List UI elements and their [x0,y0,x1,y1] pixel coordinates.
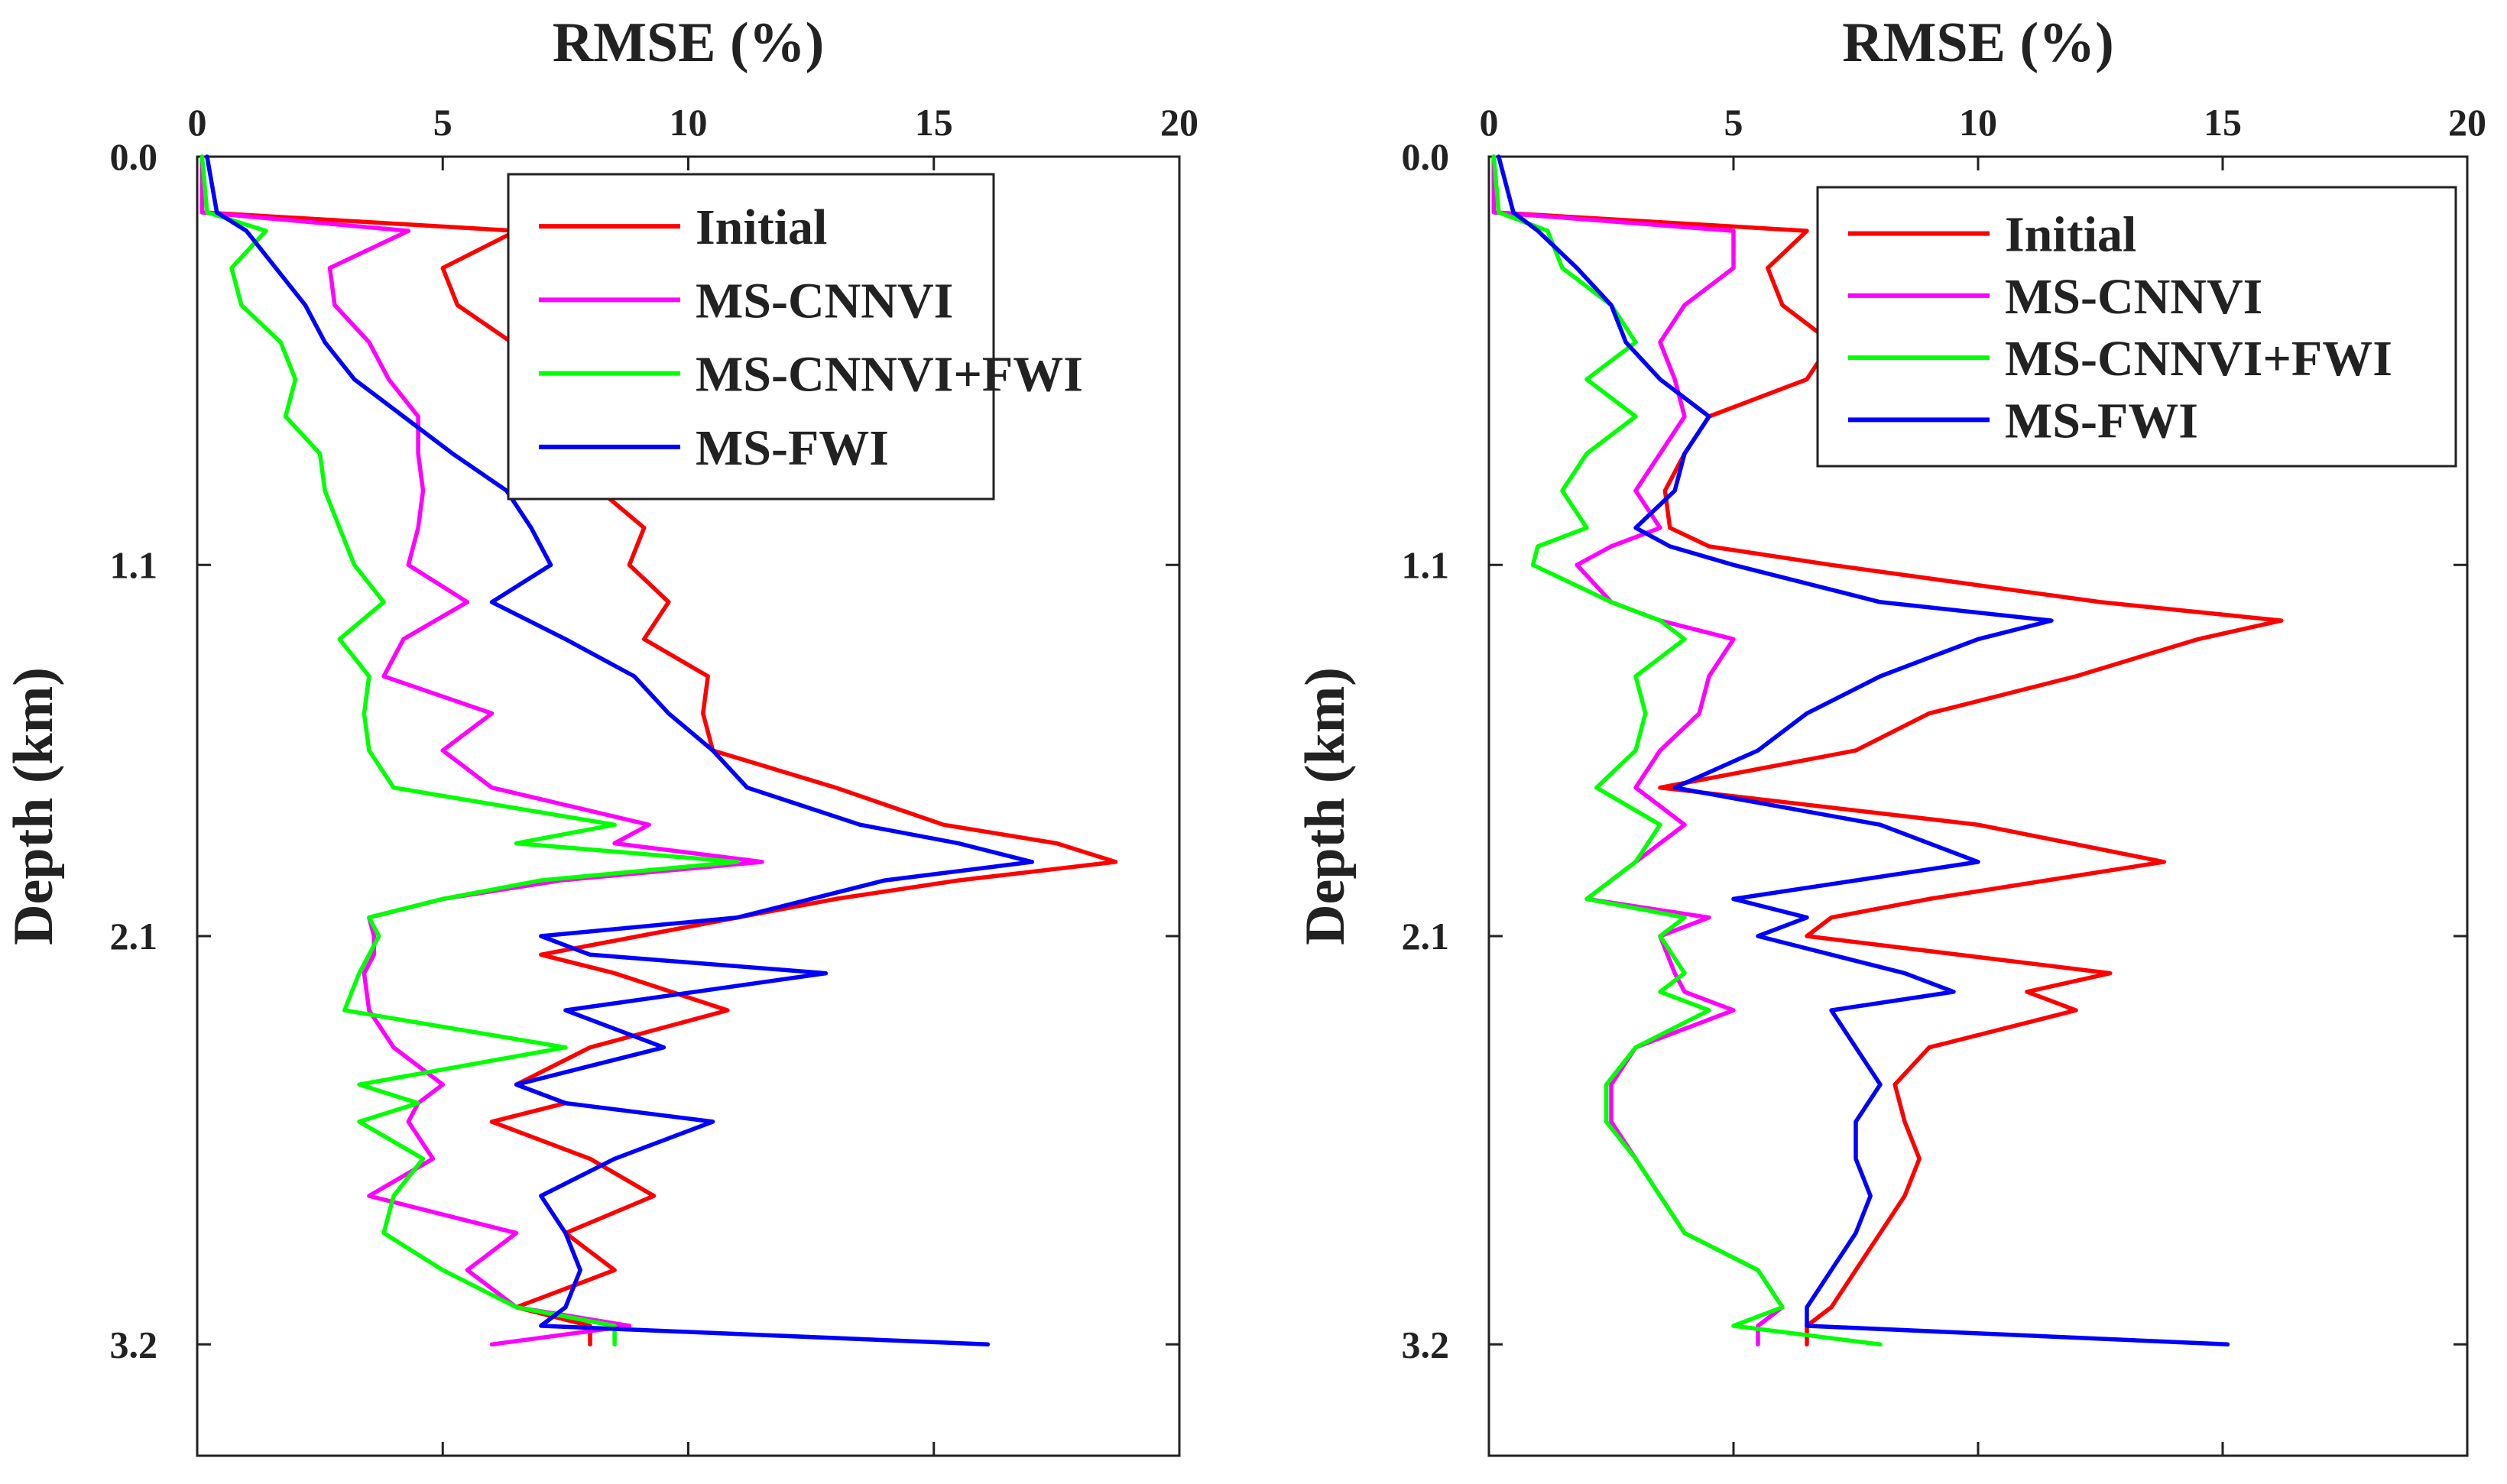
legend-label: MS-CNNVI [2005,269,2262,325]
series-line-ms-fwi [1497,154,2230,1347]
x-tick-label: 0 [1480,101,1499,144]
y-tick-label: 1.1 [1402,543,1450,586]
legend-label: MS-FWI [696,420,889,476]
x-tick-label: 15 [2204,101,2242,144]
y-tick-label: 1.1 [110,543,158,586]
x-tick-label: 20 [2448,101,2486,144]
x-axis-title: RMSE (%) [553,11,825,74]
y-tick-label: 2.1 [110,915,158,957]
y-tick-label: 2.1 [1402,915,1450,957]
series-line-ms-cnnvi-fwi [1491,154,1883,1347]
left-panel: 0 5 10 15 20 0.0 1.1 2.1 3.2 RMSE (%) Depth (km) In… [2,11,1198,1457]
legend-label: MS-CNNVI [696,273,953,329]
series-line-initial [1491,154,2284,1347]
y-axis-title: Depth (km) [2,667,65,945]
y-axis-title: Depth (km) [1294,667,1357,945]
series-line-ms-cnnvi-fwi [199,154,740,1347]
series-line-ms-cnnvi [199,154,764,1347]
legend: Initial MS-CNNVI MS-CNNVI+FWI MS-FWI [507,173,1083,501]
legend-label: MS-FWI [2005,393,2198,449]
y-tick-label: 0.0 [1402,135,1450,178]
y-tick-label: 0.0 [110,135,158,178]
legend-label: MS-CNNVI+FWI [2005,331,2392,387]
x-axis-title: RMSE (%) [1842,11,2114,74]
x-tick-label: 15 [915,101,953,144]
legend-label: MS-CNNVI+FWI [696,347,1083,403]
x-tick-label: 5 [1724,101,1743,144]
legend-label: Initial [696,199,827,255]
legend-label: Initial [2005,207,2136,263]
x-tick-label: 0 [188,101,207,144]
right-panel: 0 5 10 15 20 0.0 1.1 2.1 3.2 RMSE (%) Depth (km) In… [1294,11,2486,1457]
legend: Initial MS-CNNVI MS-CNNVI+FWI MS-FWI [1816,186,2457,468]
x-tick-label: 20 [1160,101,1198,144]
series-line-ms-fwi [205,154,1035,1347]
x-tick-label: 5 [433,101,452,144]
y-tick-label: 3.2 [110,1323,158,1366]
y-tick-label: 3.2 [1402,1323,1450,1366]
x-tick-label: 10 [670,101,708,144]
x-tick-label: 10 [1959,101,1997,144]
